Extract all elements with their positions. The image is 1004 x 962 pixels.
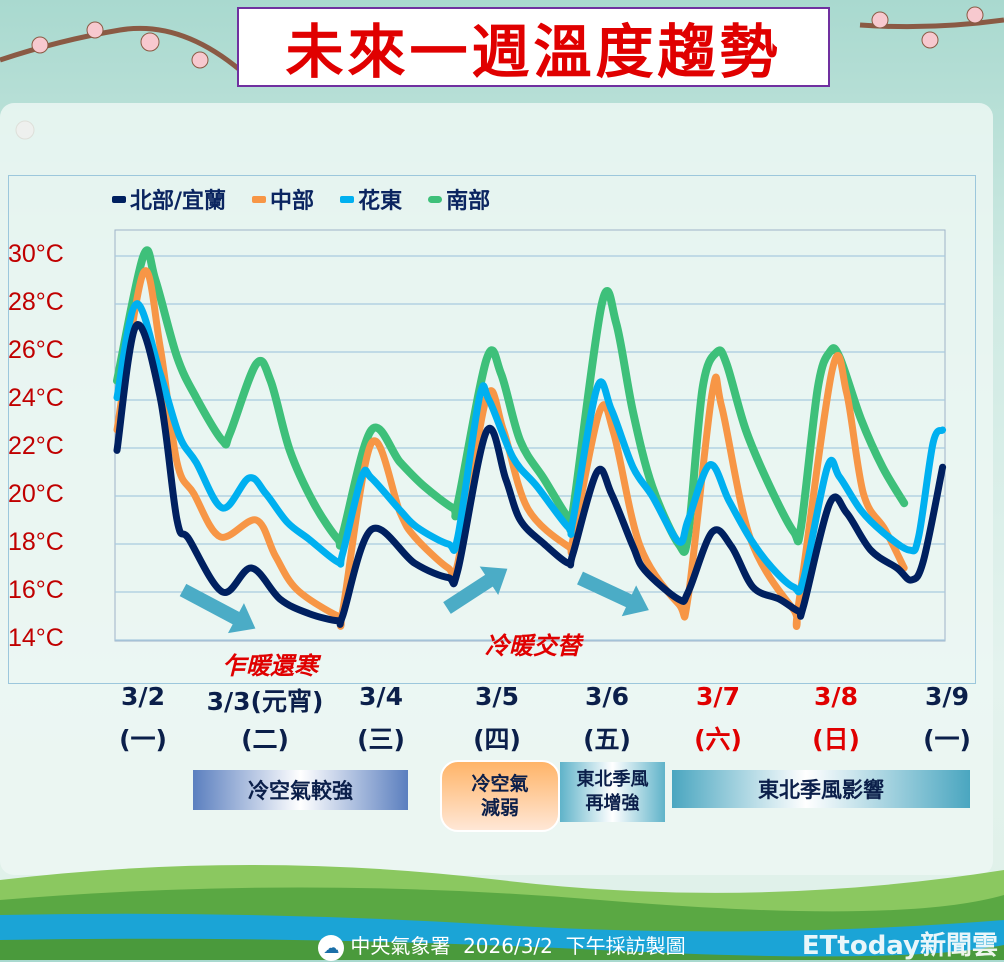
watermark: ETtoday新聞雲 [801,931,998,961]
x-tick-weekday: (六) [694,725,742,754]
x-tick-date: 3/8 [814,682,858,711]
x-tick-date: 3/5 [475,682,519,711]
y-tick-label: 30°C [8,240,64,268]
x-tick-date: 3/3(元宵) [206,687,324,716]
legend-label: 南部 [446,189,491,214]
x-tick-weekday: (一) [119,725,167,754]
x-tick-date: 3/2 [121,682,165,711]
y-tick-label: 18°C [8,528,64,556]
x-tick-weekday: (一) [923,725,971,754]
cherry-blossom-branch-icon [0,6,1004,140]
x-tick-date: 3/7 [696,682,740,711]
legend-marker [428,195,443,203]
y-tick-label: 28°C [8,288,64,316]
hills-scenery [0,865,1004,960]
annotation-fluctuating: 乍暖還寒 [222,652,318,680]
y-tick-label: 22°C [8,432,64,460]
legend-item-north: 北部/宜蘭 [112,183,226,215]
phase-monsoon-strengthening: 東北季風 再增強 [560,762,665,822]
x-tick-weekday: (四) [473,725,521,754]
x-tick-date: 3/4 [359,682,403,711]
legend-label: 北部/宜蘭 [130,189,227,214]
x-tick-date: 3/9 [925,682,969,711]
y-tick-label: 20°C [8,480,64,508]
y-tick-label: 14°C [8,624,64,652]
title-box: 未來一週溫度趨勢 [237,7,830,87]
chart-legend: 北部/宜蘭 中部 花東 南部 [112,183,490,215]
legend-label: 花東 [358,189,403,214]
annotation-alternating: 冷暖交替 [485,632,581,660]
legend-item-south: 南部 [428,183,490,215]
x-tick-weekday: (三) [357,725,405,754]
legend-label: 中部 [270,189,315,214]
legend-item-central: 中部 [252,183,314,215]
x-tick-weekday: (二) [241,725,289,754]
x-tick-weekday: (五) [583,725,631,754]
legend-marker [112,195,126,203]
cwa-logo-icon: ☁ [318,934,345,961]
x-tick-weekday: (日) [812,725,860,754]
legend-marker [252,195,267,203]
phase-cold-air-weakening: 冷空氣 減弱 [440,760,560,832]
footer: ☁ 中央氣象署 2026/3/2 下午採訪製圖 [0,930,1004,961]
x-tick-date: 3/6 [585,682,629,711]
legend-marker [340,195,355,203]
y-tick-label: 24°C [8,384,64,412]
footer-credit: 中央氣象署 2026/3/2 下午採訪製圖 [350,934,686,958]
page-title: 未來一週溫度趨勢 [285,18,782,86]
y-tick-label: 26°C [8,336,64,364]
phase-monsoon-influence: 東北季風影響 [672,770,970,808]
phase-strong-cold-air: 冷空氣較強 [193,770,408,810]
chart-frame [8,175,976,684]
y-tick-label: 16°C [8,576,64,604]
legend-item-east: 花東 [340,183,402,215]
